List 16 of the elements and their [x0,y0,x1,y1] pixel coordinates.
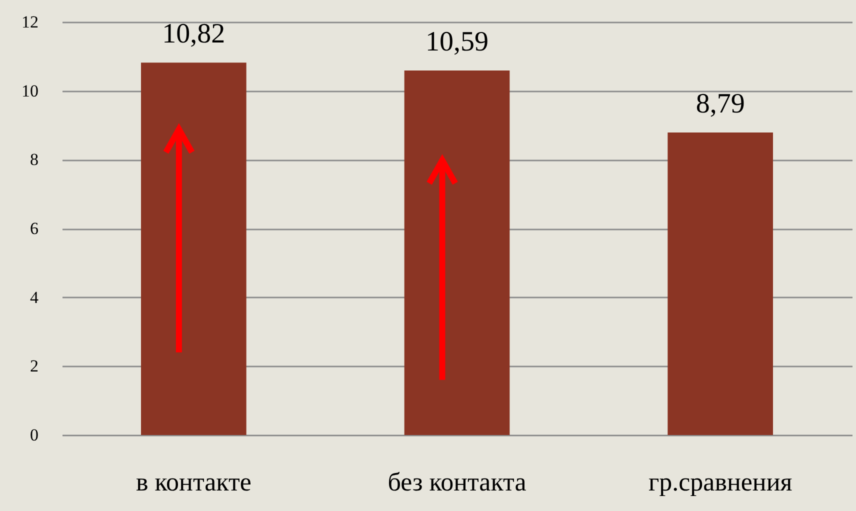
y-tick-label: 10 [22,81,38,100]
data-label: 8,79 [696,88,745,120]
data-label: 10,59 [426,26,488,58]
data-label: 10,82 [162,18,226,50]
x-tick-label: без контакта [388,468,527,496]
y-tick-label: 12 [22,12,38,32]
x-tick-label: гр.сравнения [648,468,792,496]
y-tick-label: 8 [30,150,38,170]
bar [141,62,246,435]
y-tick-label: 4 [30,288,39,307]
bar [668,132,773,435]
bar [404,70,510,435]
y-tick-label: 6 [30,219,38,238]
y-tick-label: 2 [30,356,38,376]
y-tick-label: 0 [30,426,38,444]
x-tick-label: в контакте [136,468,252,496]
